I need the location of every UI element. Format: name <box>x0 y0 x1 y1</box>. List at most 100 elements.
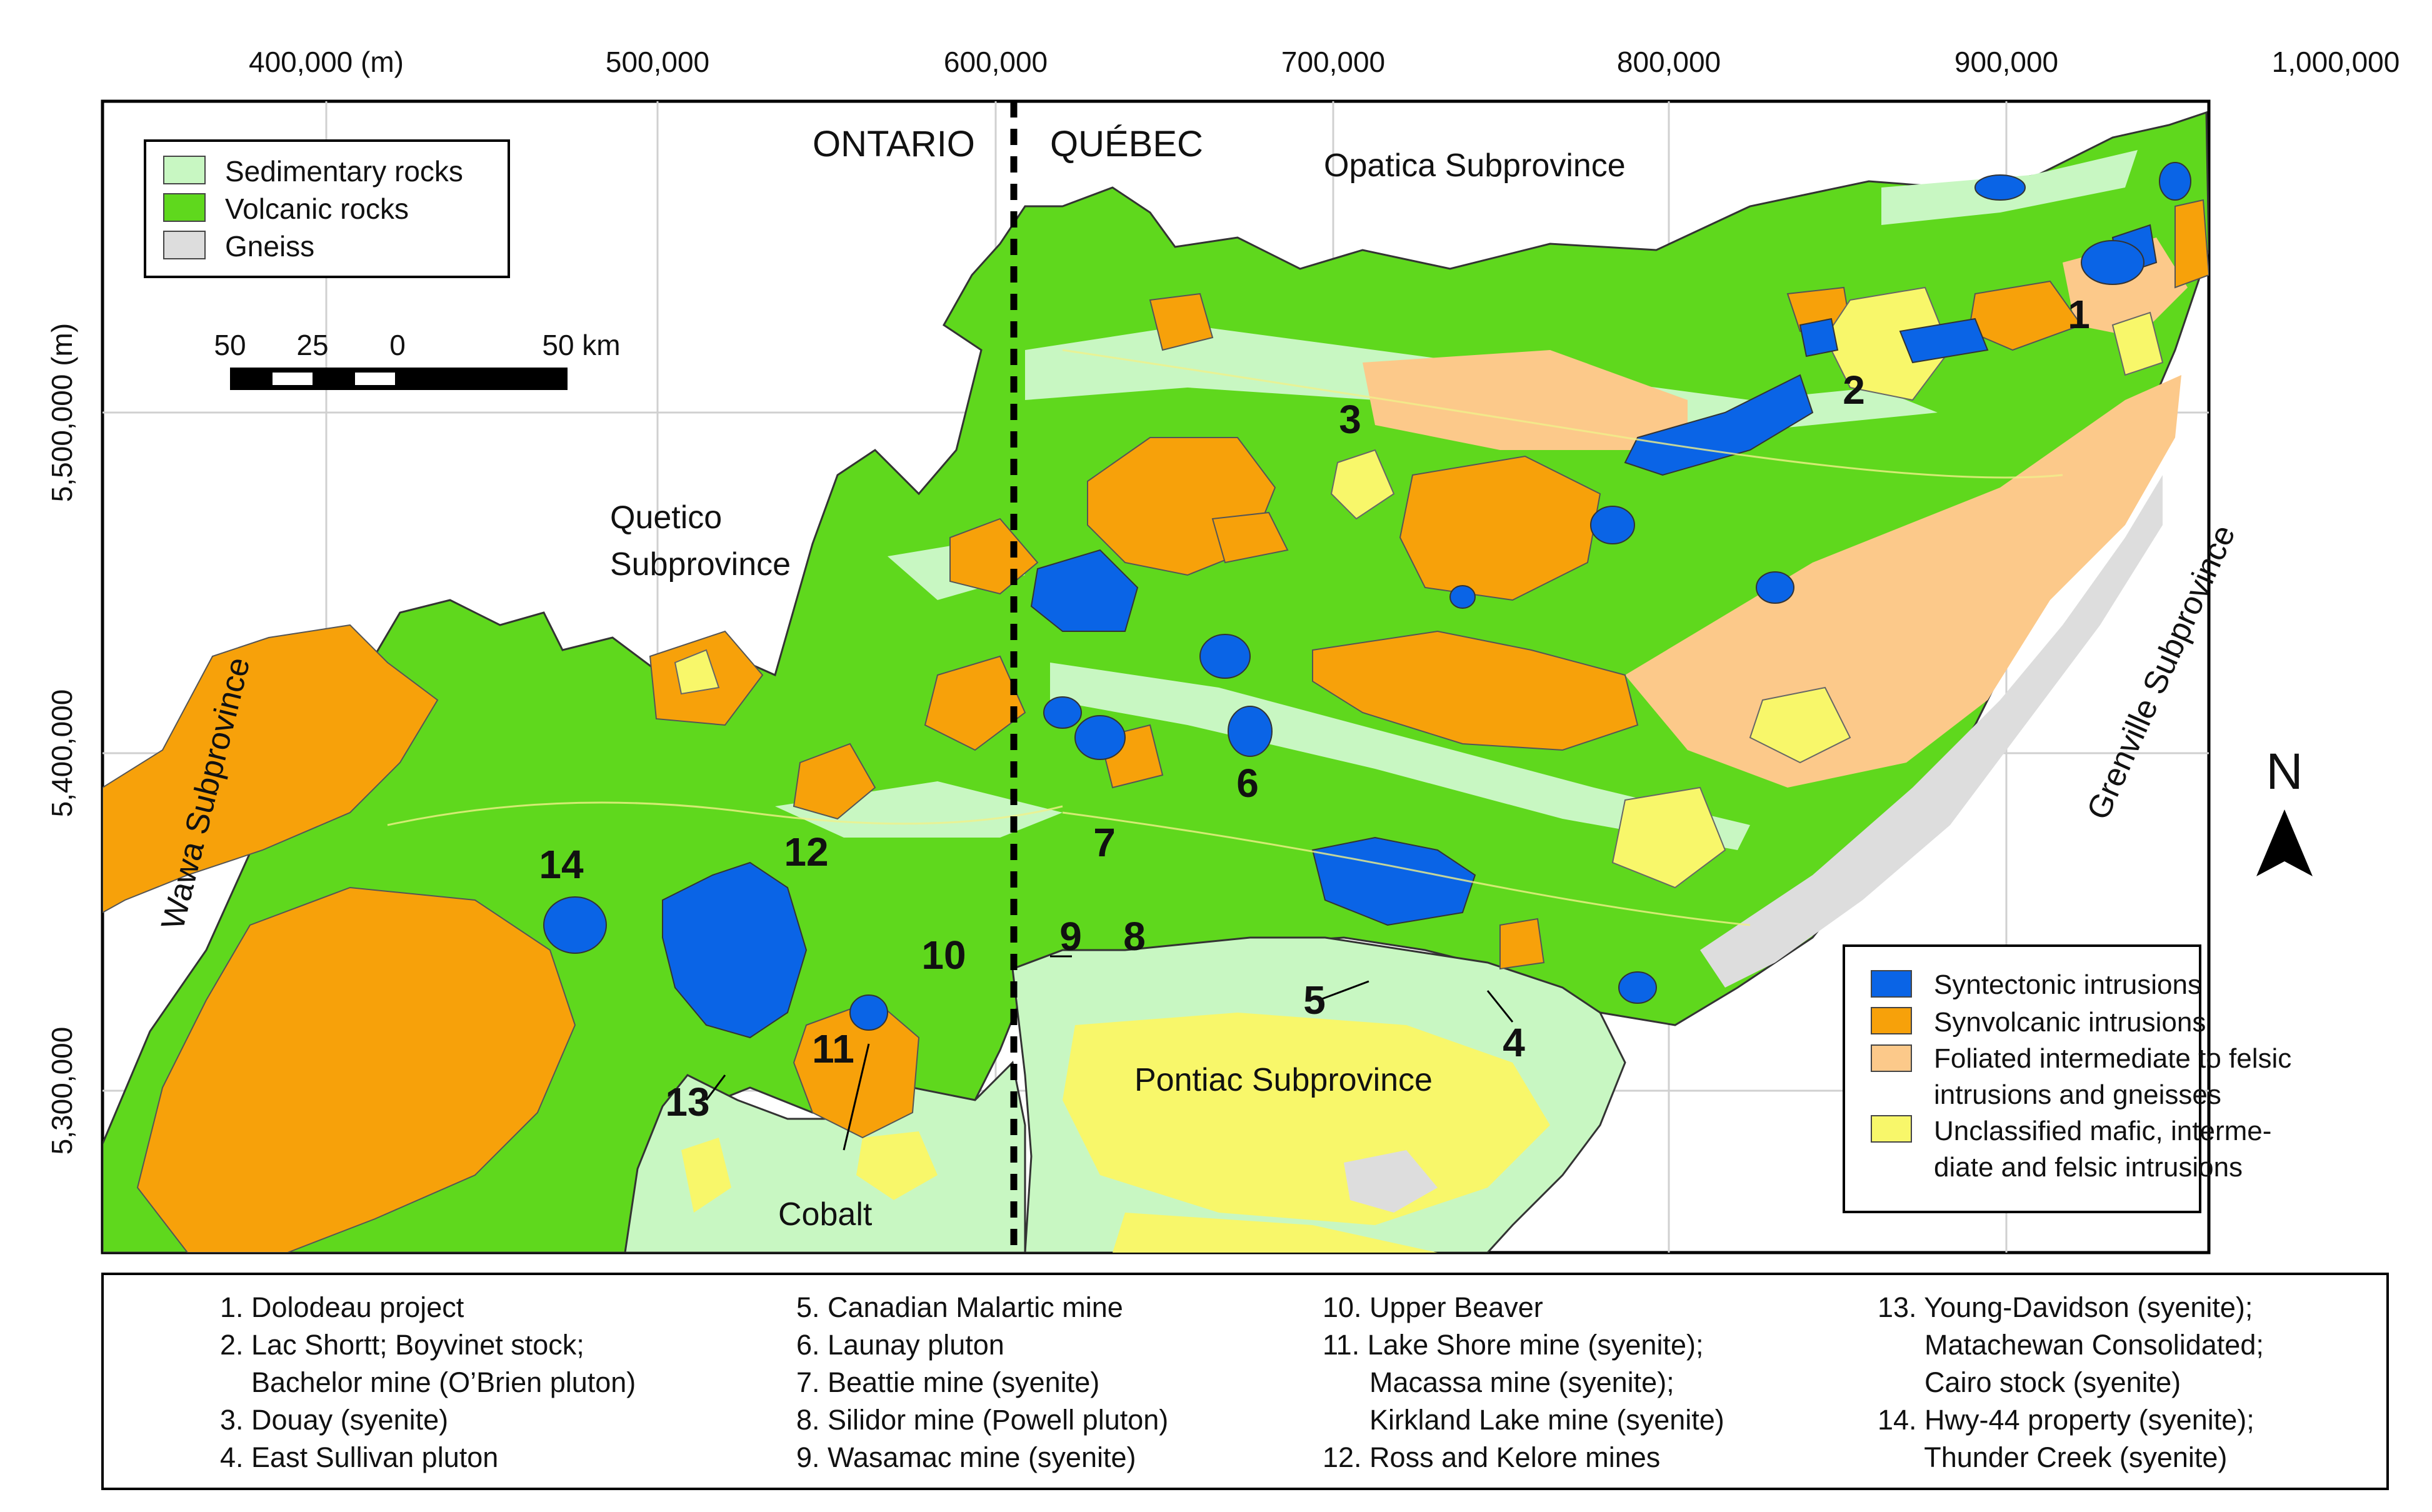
caption-item: Kirkland Lake mine (syenite) <box>1323 1404 1724 1436</box>
top-tick-label: 700,000 <box>1281 46 1385 78</box>
caption-item: 4. East Sullivan pluton <box>220 1441 499 1473</box>
site-marker: 14 <box>539 842 584 887</box>
site-marker: 9 <box>1059 914 1082 959</box>
legend-swatch-volcanic <box>163 193 206 222</box>
province-label-quebec: QUÉBEC <box>1050 124 1203 164</box>
site-marker: 2 <box>1843 368 1865 413</box>
legend-label: Sedimentary rocks <box>225 155 463 188</box>
subprovince-label-quetico: Subprovince <box>610 546 791 583</box>
yellow-intrusion <box>681 1138 731 1213</box>
syntectonic-plutons-small <box>543 162 2191 1031</box>
subprovince-label-pontiac: Pontiac Subprovince <box>1134 1062 1433 1098</box>
site-marker: 1 <box>2068 292 2090 337</box>
scale-bar-label: 25 <box>296 329 328 361</box>
top-tick-label: 400,000 (m) <box>249 46 404 78</box>
site-marker: 3 <box>1339 397 1361 442</box>
caption-column: 10. Upper Beaver 11. Lake Shore mine (sy… <box>1323 1289 1724 1476</box>
caption-item: 8. Silidor mine (Powell pluton) <box>796 1404 1169 1436</box>
caption-column: 13. Young-Davidson (syenite); Matachewan… <box>1878 1289 2264 1476</box>
caption-column: 1. Dolodeau project 2. Lac Shortt; Boyvi… <box>220 1289 636 1476</box>
scale-bar: 50 25 0 50 km <box>214 329 621 390</box>
province-labels: ONTARIO QUÉBEC <box>813 124 1203 164</box>
caption-item: 6. Launay pluton <box>796 1329 1004 1361</box>
foliated-intrusion-region <box>1363 350 1688 450</box>
site-marker: 5 <box>1303 978 1326 1023</box>
left-tick-label: 5,300,000 <box>46 1027 78 1155</box>
caption-column: 5. Canadian Malartic mine 6. Launay plut… <box>796 1289 1168 1476</box>
legend-label: intrusions and gneisses <box>1934 1079 2221 1110</box>
site-marker: 12 <box>784 829 828 874</box>
subprovince-label-quetico: Quetico <box>610 499 722 536</box>
caption-item: 10. Upper Beaver <box>1323 1291 1543 1323</box>
scale-bar-label: 0 <box>389 329 406 361</box>
legend-swatch-synvolcanic <box>1871 1007 1912 1034</box>
site-marker: 4 <box>1503 1020 1525 1065</box>
site-marker: 7 <box>1093 820 1116 865</box>
legend-label: diate and felsic intrusions <box>1934 1152 2243 1183</box>
north-arrow: N <box>2256 743 2313 876</box>
site-marker: 10 <box>921 933 966 978</box>
foliated-intrusion-region <box>1625 375 2181 788</box>
site-marker: 13 <box>665 1079 709 1124</box>
caption-item: 3. Douay (syenite) <box>220 1404 449 1436</box>
yellow-intrusion <box>1113 1213 1438 1253</box>
caption-item: Cairo stock (syenite) <box>1878 1366 2181 1398</box>
caption-item: Thunder Creek (syenite) <box>1878 1441 2228 1473</box>
caption-item: Macassa mine (syenite); <box>1323 1366 1674 1398</box>
top-tick-label: 600,000 <box>944 46 1048 78</box>
caption-item: 12. Ross and Kelore mines <box>1323 1441 1661 1473</box>
top-tick-label: 500,000 <box>606 46 709 78</box>
caption-item: 14. Hwy-44 property (syenite); <box>1878 1404 2254 1436</box>
site-marker: 8 <box>1123 914 1146 959</box>
top-tick-label: 1,000,000 <box>2272 46 2400 78</box>
map-area <box>103 101 2209 1253</box>
north-label: N <box>2266 743 2303 800</box>
legend-swatch-foliated <box>1871 1044 1912 1072</box>
caption-item: 11. Lake Shore mine (syenite); <box>1323 1329 1704 1361</box>
legend-swatch-unclassified <box>1871 1115 1912 1143</box>
caption-item: 1. Dolodeau project <box>220 1291 464 1323</box>
legend-swatch-gneiss <box>163 231 206 259</box>
unclassified-intrusions <box>674 286 2164 889</box>
gneiss-region <box>1344 1150 1438 1213</box>
top-tick-label: 800,000 <box>1617 46 1721 78</box>
left-axis-labels: 5,500,000 (m) 5,400,000 5,300,000 <box>46 323 78 1155</box>
left-tick-label: 5,500,000 (m) <box>46 323 78 502</box>
caption-item: 7. Beattie mine (syenite) <box>796 1366 1100 1398</box>
caption-item: Matachewan Consolidated; <box>1878 1329 2264 1361</box>
caption-item: 13. Young-Davidson (syenite); <box>1878 1291 2253 1323</box>
legend-swatch-sedimentary <box>163 156 206 184</box>
subprovince-label-cobalt: Cobalt <box>778 1196 873 1233</box>
structural-lines <box>387 349 2063 926</box>
legend-label: Gneiss <box>225 230 314 263</box>
legend-label: Foliated intermediate to felsic <box>1934 1043 2291 1074</box>
legend-swatch-syntectonic <box>1871 970 1912 998</box>
legend-label: Synvolcanic intrusions <box>1934 1007 2206 1038</box>
site-marker: 11 <box>812 1026 854 1071</box>
sedimentary-belt <box>1050 663 1750 850</box>
scale-bar-label: 50 km <box>542 329 620 361</box>
left-tick-label: 5,400,000 <box>46 689 78 818</box>
leader-lines <box>705 955 1514 1151</box>
yellow-intrusion <box>856 1131 938 1200</box>
intrusion-legend: Syntectonic intrusions Synvolcanic intru… <box>1843 944 2291 1213</box>
site-list-caption: 1. Dolodeau project 2. Lac Shortt; Boyvi… <box>101 1273 2389 1490</box>
legend-label: Unclassified mafic, interme- <box>1934 1116 2271 1146</box>
gneiss-region <box>1700 475 2163 988</box>
legend-label: Volcanic rocks <box>225 193 409 225</box>
site-markers: 1 2 3 4 5 6 7 8 9 10 11 12 13 14 <box>539 292 2089 1124</box>
top-axis-labels: 400,000 (m) 500,000 600,000 700,000 800,… <box>249 46 2399 78</box>
scale-bar-label: 50 <box>214 329 246 361</box>
top-tick-label: 900,000 <box>1954 46 2058 78</box>
subprovince-label-opatica: Opatica Subprovince <box>1324 148 1626 184</box>
province-label-ontario: ONTARIO <box>813 124 975 164</box>
caption-item: 9. Wasamac mine (syenite) <box>796 1441 1136 1473</box>
caption-item: 2. Lac Shortt; Boyvinet stock; <box>220 1329 584 1361</box>
site-marker: 6 <box>1236 761 1259 806</box>
legend-label: Syntectonic intrusions <box>1934 969 2201 1000</box>
rock-legend: Sedimentary rocks Volcanic rocks Gneiss <box>144 139 510 278</box>
yellow-intrusion <box>1063 1013 1550 1225</box>
north-arrow-icon <box>2256 809 2313 876</box>
caption-item: Bachelor mine (O’Brien pluton) <box>220 1366 636 1398</box>
